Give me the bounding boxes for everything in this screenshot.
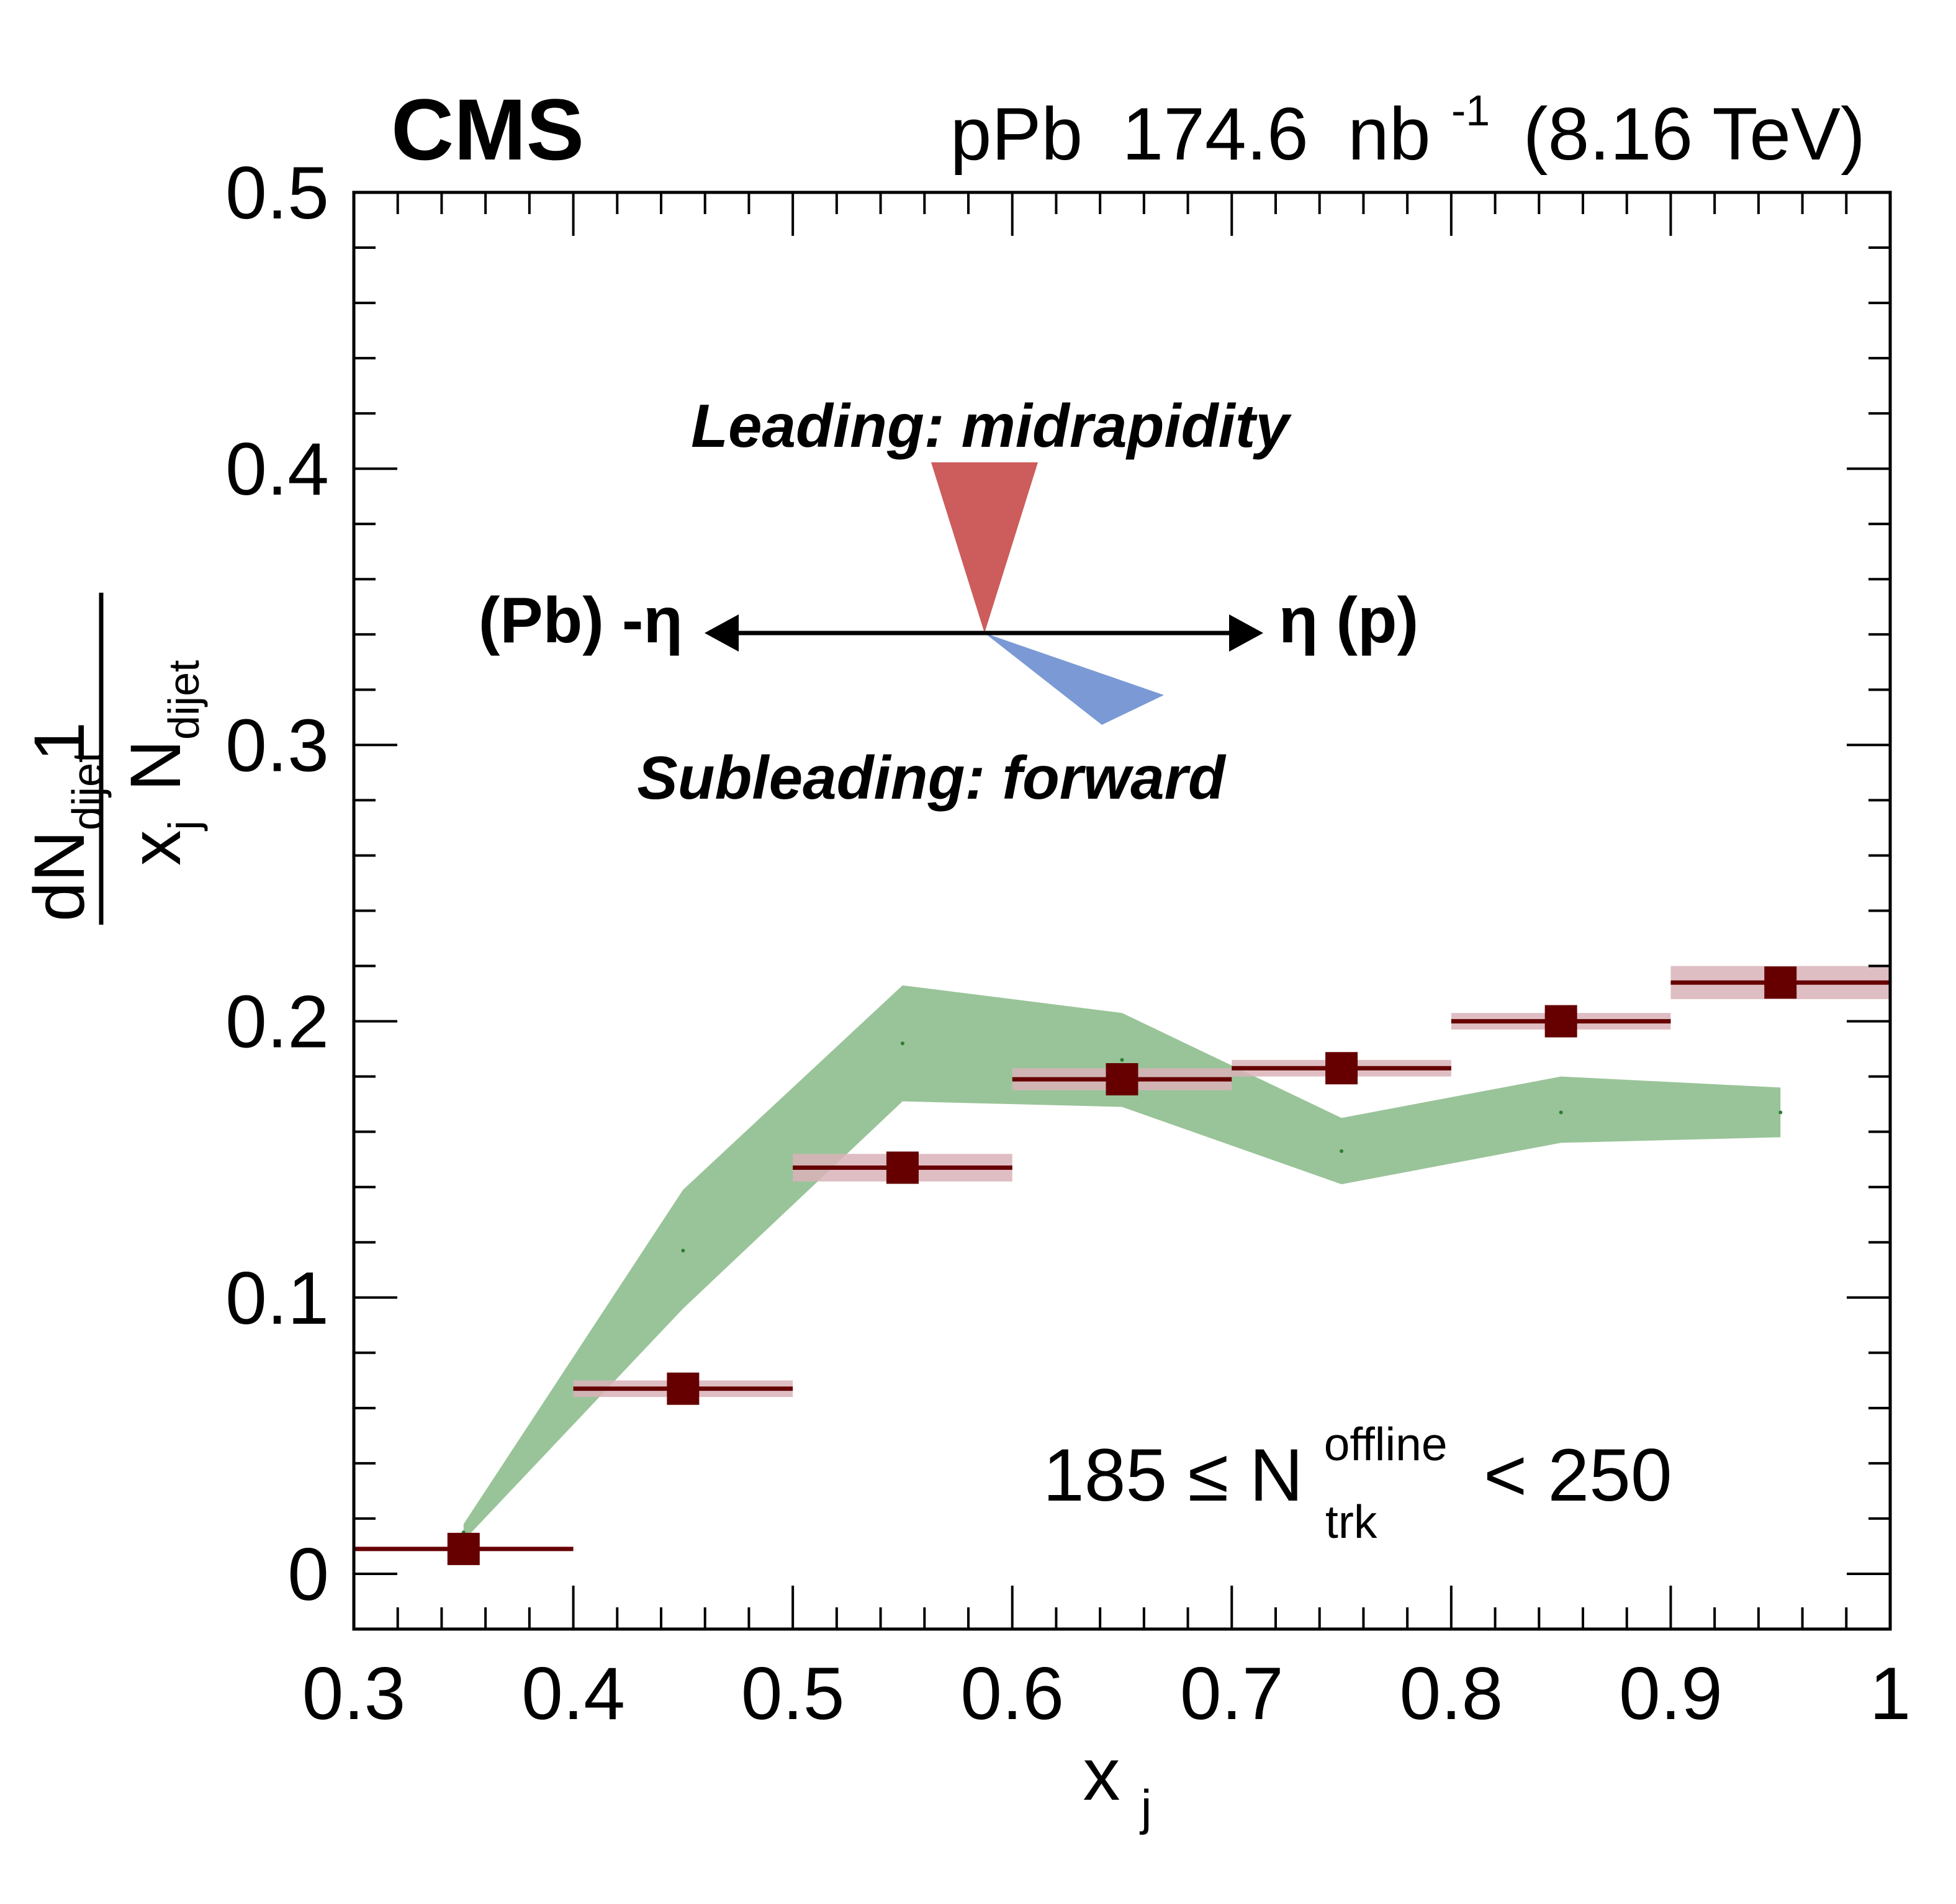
x-tick-label: 0.3 — [302, 1652, 406, 1735]
y-tick-label: 0 — [287, 1533, 329, 1616]
data-point — [1106, 1063, 1138, 1096]
y-tick-label: 0.5 — [225, 151, 329, 235]
x-tick-label: 0.6 — [960, 1652, 1064, 1735]
mc-band-center-point — [1120, 1058, 1124, 1062]
data-point — [1325, 1052, 1358, 1085]
energy-label: (8.16 TeV) — [1523, 92, 1865, 176]
lumi-unit: nb — [1348, 92, 1430, 176]
kinematics-diagram: Leading: midrapidity (Pb) -η η (p) Suble… — [479, 392, 1418, 812]
selection-label: 185 ≤ N offline trk < 250 — [1043, 1393, 1672, 1554]
eta-right-arrowhead — [1229, 614, 1263, 652]
mc-band-center-point — [1559, 1110, 1563, 1115]
tick-layer — [353, 191, 1891, 1630]
mc-band-center-point — [900, 1041, 904, 1046]
leading-jet-cone — [931, 462, 1038, 633]
x-axis-title-main: x — [1083, 1733, 1120, 1816]
mc-band-center-point — [1340, 1149, 1344, 1153]
x-tick-label: 1 — [1870, 1652, 1911, 1735]
subleading-label: Subleading: forward — [637, 743, 1227, 812]
data-point — [667, 1372, 700, 1405]
y-axis-title: 1 Ndijet dNdijet xj — [20, 593, 208, 925]
leading-label: Leading: midrapidity — [691, 392, 1292, 460]
data-point — [1764, 966, 1797, 999]
mc-band — [463, 985, 1781, 1541]
eta-right-label: η (p) — [1279, 585, 1418, 657]
data-point — [447, 1532, 480, 1565]
tick-label-layer: 0.3 0.4 0.5 0.6 0.7 0.8 0.9 1 0 0.1 0.2 0.3 0.4 0.5 — [225, 151, 1911, 1735]
data-point-layer — [354, 966, 1890, 1565]
x-tick-label: 0.7 — [1180, 1652, 1284, 1735]
x-axis-title: x j — [1083, 1733, 1152, 1835]
x-tick-label: 0.8 — [1399, 1652, 1503, 1735]
y-tick-label: 0.3 — [225, 704, 329, 787]
x-axis-title-sub: j — [1140, 1780, 1152, 1835]
y-tick-label: 0.2 — [225, 981, 329, 1064]
selection-prefix: 185 ≤ N — [1043, 1434, 1303, 1517]
x-tick-label: 0.4 — [521, 1652, 625, 1735]
lumi-exponent: -1 — [1451, 86, 1490, 135]
experiment-label: CMS — [391, 81, 584, 178]
x-tick-label: 0.5 — [741, 1652, 845, 1735]
selection-sub: trk — [1325, 1496, 1377, 1548]
x-tick-label: 0.9 — [1619, 1652, 1723, 1735]
system-label: pPb — [950, 92, 1083, 176]
y-tick-label: 0.1 — [225, 1257, 329, 1340]
subleading-jet-cone — [985, 633, 1164, 725]
lumi-label: pPb 174.6 nb -1 (8.16 TeV) — [950, 58, 1865, 176]
y-title-numerator-dn: dNdijet — [20, 751, 112, 922]
plot-area: 0.3 0.4 0.5 0.6 0.7 0.8 0.9 1 0 0.1 0.2 0.3 0.4 0.5 — [225, 151, 1911, 1735]
y-title-numerator-one: 1 — [20, 722, 99, 761]
data-point — [1544, 1005, 1577, 1038]
luminosity-value: 174.6 — [1122, 92, 1309, 176]
y-title-denominator-x: xj — [116, 820, 208, 866]
y-tick-label: 0.4 — [225, 428, 329, 511]
eta-left-label: (Pb) -η — [479, 585, 683, 657]
mc-band-center-point — [1778, 1110, 1783, 1115]
y-title-denominator-n: Ndijet — [116, 660, 208, 791]
data-point — [886, 1151, 919, 1184]
mc-band-center-point — [681, 1249, 685, 1253]
selection-suffix: < 250 — [1484, 1434, 1672, 1517]
eta-left-arrowhead — [705, 614, 739, 652]
selection-sup: offline — [1324, 1418, 1448, 1470]
